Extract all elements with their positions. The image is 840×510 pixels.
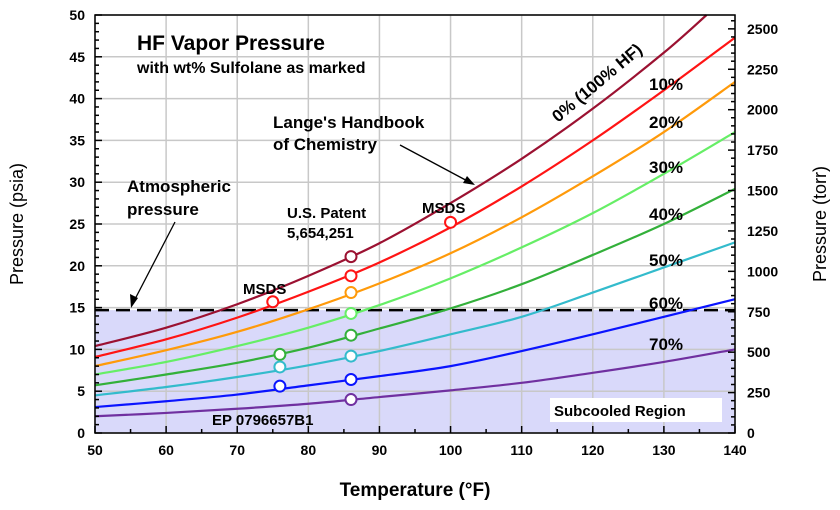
arrow-lange [399,144,474,185]
y-tick-label: 45 [69,49,85,65]
data-marker [344,372,358,386]
y2-tick-label: 500 [747,344,771,360]
annotation-atmospheric-1: Atmospheric [127,177,231,196]
data-marker [344,328,358,342]
series-line-5 [94,241,736,397]
annotation-msds-1: MSDS [243,281,286,298]
y2-tick-label: 2000 [747,102,778,118]
series-line-3 [94,131,736,376]
data-marker [344,286,358,300]
y2-axis-label: Pressure (torr) [810,166,830,282]
y2-tick-label: 1000 [747,263,778,279]
data-marker [344,393,358,407]
y-axis-label: Pressure (psia) [7,163,27,285]
annotation-msds-2: MSDS [422,200,465,217]
series-line-6 [94,298,736,409]
x-tick-label: 90 [372,442,388,458]
series-label-20: 20% [649,113,683,132]
data-marker [273,379,287,393]
series-line-2 [94,80,736,368]
x-tick-label: 80 [301,442,317,458]
series-label-70: 70% [649,335,683,354]
series-line-4 [94,187,736,387]
data-marker [344,269,358,283]
series-label-10: 10% [649,75,683,94]
series-label-60: 60% [649,294,683,313]
annotation-lange-2: of Chemistry [273,135,377,154]
x-tick-label: 50 [87,442,103,458]
y-tick-label: 25 [69,216,85,232]
y2-tick-label: 1500 [747,183,778,199]
chart-subtitle: with wt% Sulfolane as marked [136,60,366,77]
x-tick-label: 120 [581,442,605,458]
y2-tick-label: 2500 [747,21,778,37]
y-tick-label: 40 [69,91,85,107]
arrowhead-lange [463,176,475,185]
y2-tick-label: 1250 [747,223,778,239]
annotation-patent-2: 5,654,251 [287,225,354,242]
annotation-lange-1: Lange's Handbook [273,113,425,132]
series-label-50: 50% [649,251,683,270]
data-marker [344,349,358,363]
annotation-ep: EP 0796657B1 [212,412,313,429]
y-tick-label: 10 [69,341,85,357]
series-line-0 [94,14,708,348]
chart-title: HF Vapor Pressure [137,32,325,55]
series-line-1 [94,36,736,358]
x-tick-label: 140 [723,442,747,458]
x-tick-label: 70 [229,442,245,458]
annotation-subcooled: Subcooled Region [554,403,686,420]
subcooled-label-bg [550,398,722,422]
y-tick-label: 30 [69,174,85,190]
arrowhead-atmospheric [130,294,138,308]
x-axis-label: Temperature (°F) [340,480,491,501]
series-label-40: 40% [649,205,683,224]
y2-tick-label: 0 [747,425,755,441]
x-tick-label: 110 [510,442,533,458]
arrow-atmospheric [132,221,176,304]
y2-tick-label: 1750 [747,142,778,158]
data-marker [266,295,280,309]
y2-tick-label: 750 [747,304,771,320]
y-tick-label: 20 [69,258,85,274]
series-label-30: 30% [649,158,683,177]
x-tick-label: 130 [652,442,676,458]
y-tick-label: 35 [69,132,85,148]
data-marker [344,306,358,320]
data-marker [273,347,287,361]
y2-tick-label: 2250 [747,61,778,77]
x-tick-label: 60 [158,442,174,458]
y-tick-label: 0 [77,425,85,441]
data-marker [273,360,287,374]
y-tick-label: 5 [77,383,85,399]
data-marker [344,250,358,264]
annotation-atmospheric-2: pressure [127,200,199,219]
y-tick-label: 15 [69,300,85,316]
data-marker [444,215,458,229]
annotation-patent-1: U.S. Patent [287,205,366,222]
series-line-7 [94,348,736,418]
x-tick-label: 100 [439,442,463,458]
y-tick-label: 50 [69,7,85,23]
y2-tick-label: 250 [747,385,771,401]
